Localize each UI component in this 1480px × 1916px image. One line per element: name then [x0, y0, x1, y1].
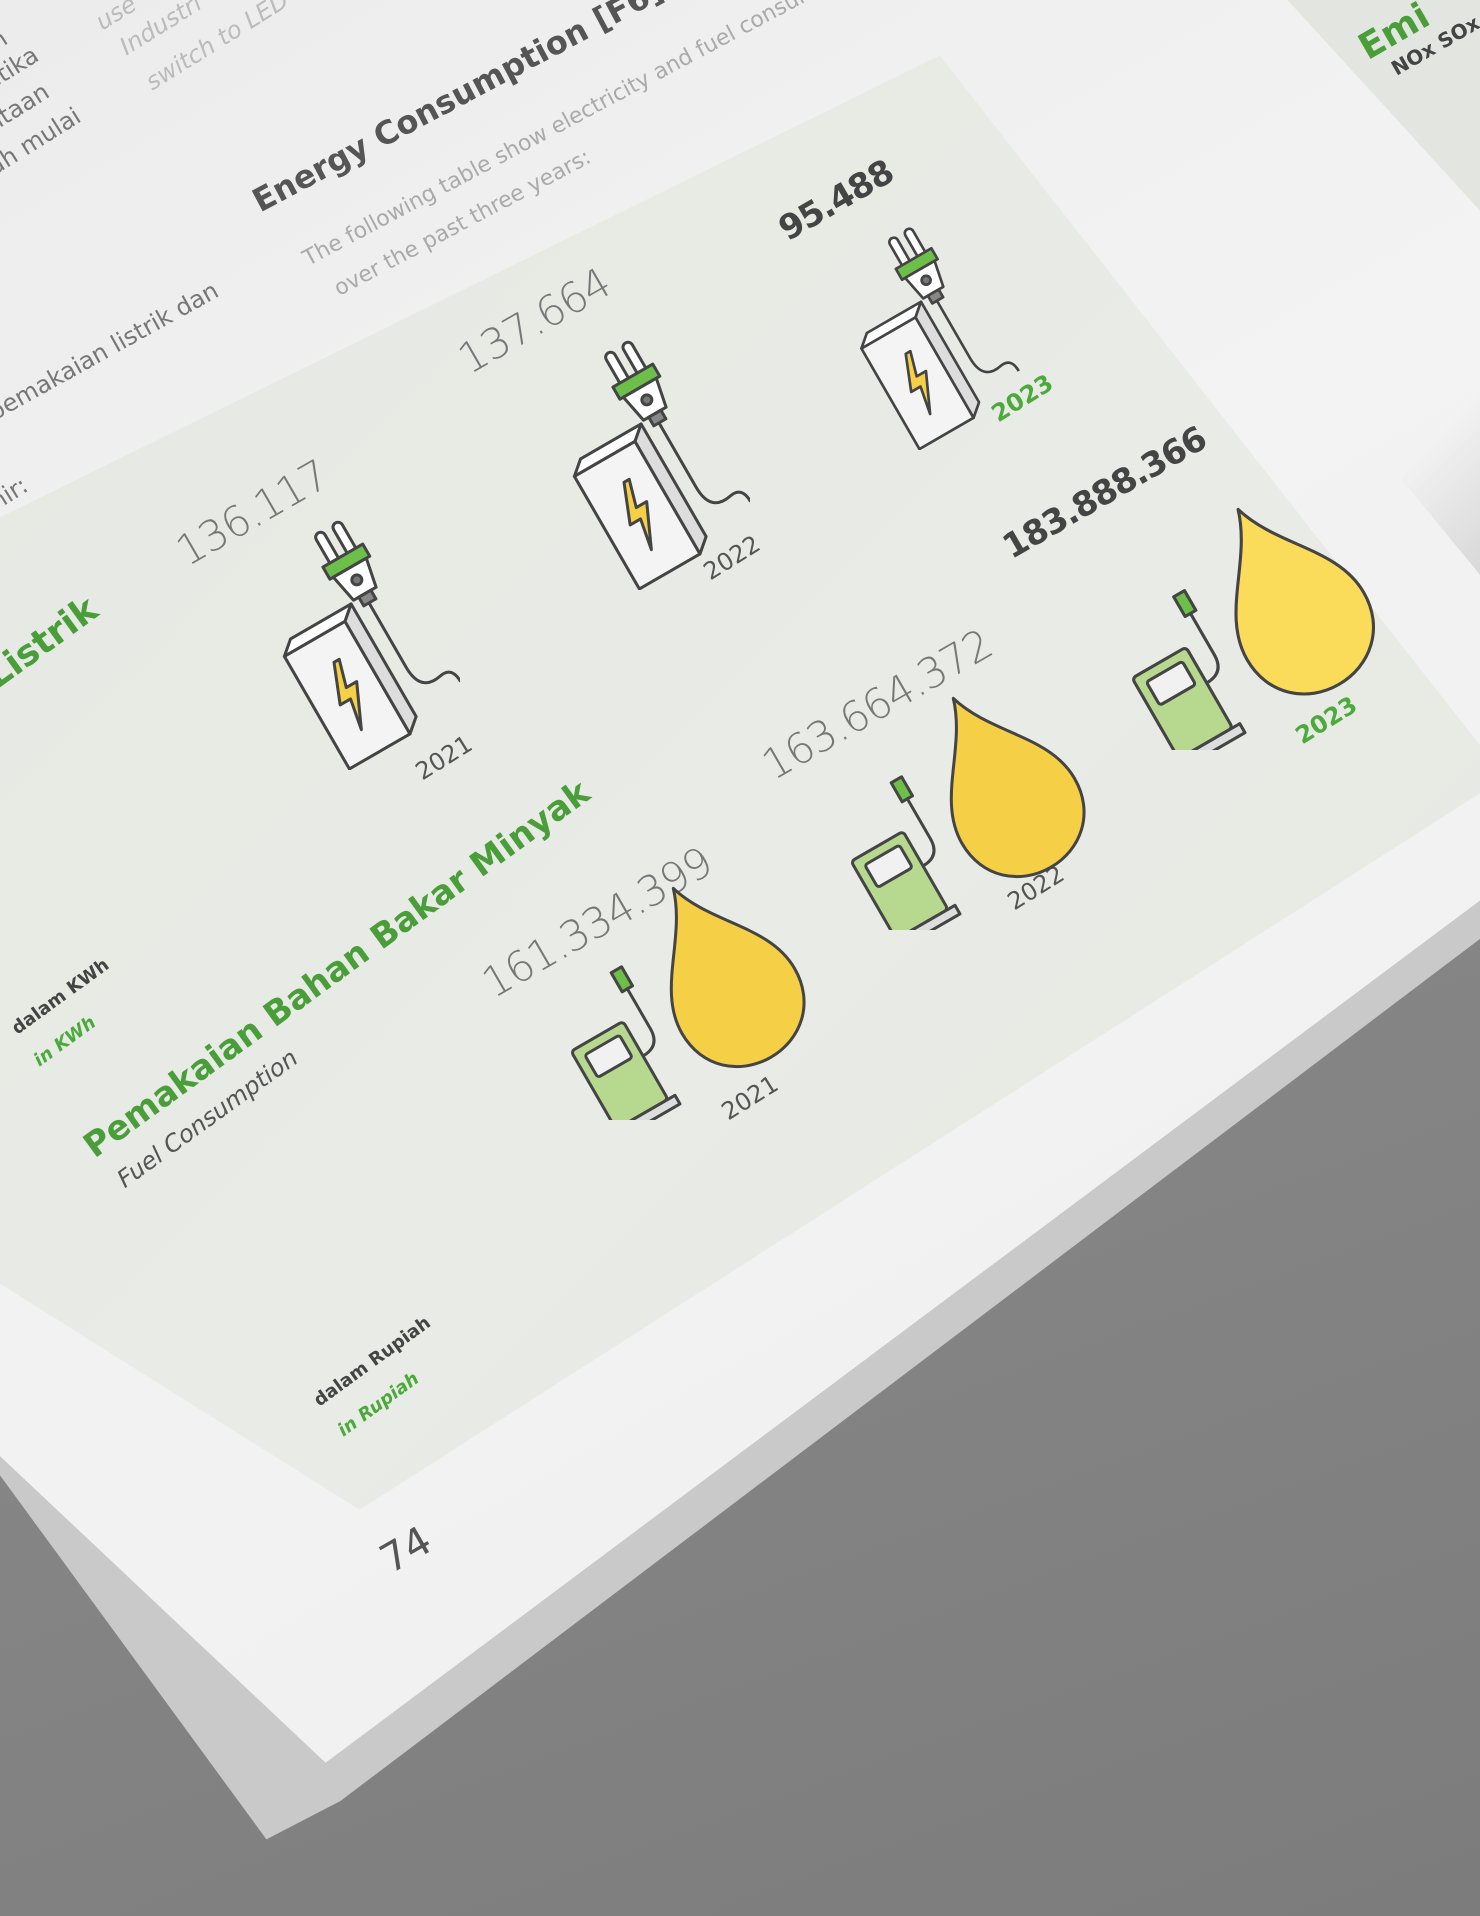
fuel-pump-drop-icon [851, 696, 1086, 930]
fuel-pump-drop-icon [1132, 507, 1375, 750]
plug-charger-icon [572, 340, 750, 590]
fuel-pump-drop-icon [571, 886, 806, 1120]
plug-charger-icon [282, 520, 460, 770]
plug-charger-icon [860, 227, 1020, 450]
